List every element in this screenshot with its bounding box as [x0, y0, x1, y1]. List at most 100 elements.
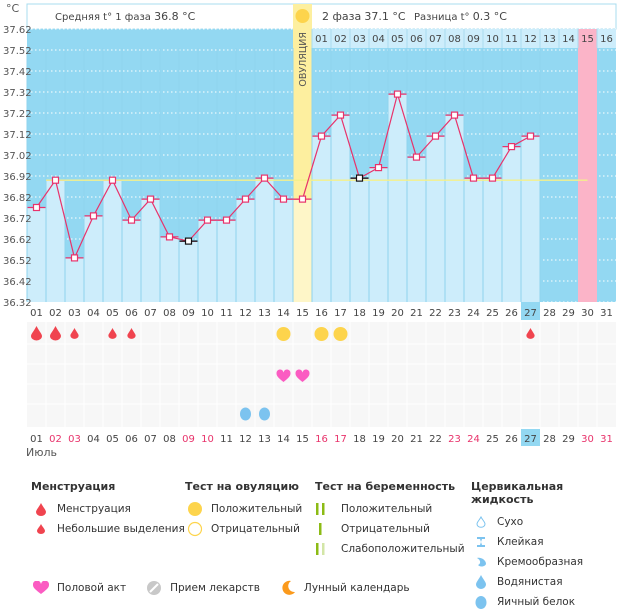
legend-item: Менструация [31, 499, 185, 519]
day-label: 01 [30, 434, 43, 445]
day-label: 21 [410, 434, 423, 445]
day-label: 14 [277, 434, 290, 445]
y-tick-label: 37.52 [3, 46, 32, 57]
x-tick-label: 11 [220, 308, 233, 319]
x-tick-label: 17 [334, 308, 347, 319]
temperature-point [374, 164, 383, 172]
y-tick-label: 36.92 [3, 172, 32, 183]
legend-item: Небольшие выделения [31, 519, 185, 539]
one-line-icon [315, 523, 335, 535]
two-lines-icon [315, 503, 335, 515]
x-tick-label: 26 [505, 308, 518, 319]
weekend-day-label: 16 [315, 434, 328, 445]
sticky-icon [471, 536, 491, 548]
day-label: 15 [296, 434, 309, 445]
temperature-point [203, 216, 212, 224]
y-tick-label: 36.52 [3, 256, 32, 267]
legend-ovulation-test: Тест на овуляцию Положительный Отрицател… [185, 480, 302, 539]
watery-drop-icon [471, 575, 491, 589]
legend-item: Прием лекарств [144, 578, 260, 598]
diff-label: Разница t° [414, 12, 470, 23]
y-tick-label: 37.42 [3, 67, 32, 78]
x-tick-label: 28 [543, 308, 556, 319]
pill-icon [144, 580, 164, 596]
x-tick-label: 16 [315, 308, 328, 319]
dry-drop-icon [471, 516, 491, 528]
heart-icon [31, 581, 51, 595]
temperature-point [51, 176, 60, 184]
weekend-day-label: 03 [68, 434, 81, 445]
temperature-point [355, 174, 364, 182]
legend-item: Яичный белок [471, 592, 626, 612]
x-tick-label: 27 [524, 308, 537, 319]
x-tick-label: 22 [429, 308, 442, 319]
day-label: 13 [258, 434, 271, 445]
temperature-point [488, 174, 497, 182]
x-tick-label: 04 [87, 308, 100, 319]
cycle-day-highlight [578, 29, 597, 48]
day-label: 29 [562, 434, 575, 445]
legend-menstruation: Менструация Менструация Небольшие выделе… [31, 480, 185, 539]
legend-item: Половой акт [31, 578, 126, 598]
cycle-day-label: 04 [372, 34, 385, 45]
temperature-bar [160, 236, 179, 302]
y-tick-label: 36.32 [3, 298, 32, 309]
temperature-point [298, 195, 307, 203]
cycle-day-label: 10 [486, 34, 499, 45]
x-tick-label: 24 [467, 308, 480, 319]
temperature-bar [103, 180, 122, 302]
cycle-day-label: 09 [467, 34, 480, 45]
ovulation-test-positive-icon [314, 327, 329, 341]
ovulation-test-positive-icon [276, 327, 291, 341]
legend-title: Тест на беременность [315, 480, 456, 493]
legend-item: Сухо [471, 512, 626, 532]
temperature-bar [426, 136, 445, 302]
temperature-bar [274, 199, 293, 302]
weekend-day-label: 02 [49, 434, 62, 445]
cycle-day-label: 12 [524, 34, 537, 45]
temperature-bar [65, 257, 84, 302]
phase2-average: 2 фаза 37.1 °C [322, 10, 406, 23]
y-tick-label: 36.72 [3, 214, 32, 225]
legend-title: Менструация [31, 480, 116, 493]
cycle-day-label: 03 [353, 34, 366, 45]
month-label: Июль [26, 446, 58, 459]
today-highlight [521, 302, 540, 320]
x-tick-label: 07 [144, 308, 157, 319]
temperature-point [336, 111, 345, 119]
temperature-bar [445, 115, 464, 302]
sun-icon [295, 9, 310, 23]
temperature-bar [27, 207, 46, 302]
cycle-day-label: 16 [600, 34, 613, 45]
phase1-label: Средняя t° 1 фаза [55, 12, 151, 23]
ovulation-test-positive-icon [333, 327, 348, 341]
temperature-bar [122, 220, 141, 302]
small-drop-icon [127, 328, 136, 339]
temperature-bar [407, 157, 426, 302]
temperature-bar [331, 115, 350, 302]
weekend-day-label: 10 [201, 434, 214, 445]
y-axis-unit: °C [6, 2, 20, 15]
expected-period-column [578, 29, 597, 302]
day-label: 19 [372, 434, 385, 445]
phase1-value: 36.8 °C [154, 10, 196, 23]
x-tick-label: 20 [391, 308, 404, 319]
temperature-point [260, 174, 269, 182]
day-label: 22 [429, 434, 442, 445]
x-tick-label: 23 [448, 308, 461, 319]
x-tick-label: 08 [163, 308, 176, 319]
blood-drop-icon [50, 326, 61, 341]
small-drop-icon [108, 328, 117, 339]
temperature-bar [141, 199, 160, 302]
cycle-day-label: 14 [562, 34, 575, 45]
day-label: 06 [125, 434, 138, 445]
temperature-point [165, 233, 174, 241]
header-box [26, 3, 617, 30]
day-label: 05 [106, 434, 119, 445]
day-label: 25 [486, 434, 499, 445]
heart-icon [276, 369, 291, 382]
egg-white-icon [471, 595, 491, 609]
y-tick-label: 36.82 [3, 193, 32, 204]
x-tick-label: 02 [49, 308, 62, 319]
temperature-point [507, 143, 516, 151]
